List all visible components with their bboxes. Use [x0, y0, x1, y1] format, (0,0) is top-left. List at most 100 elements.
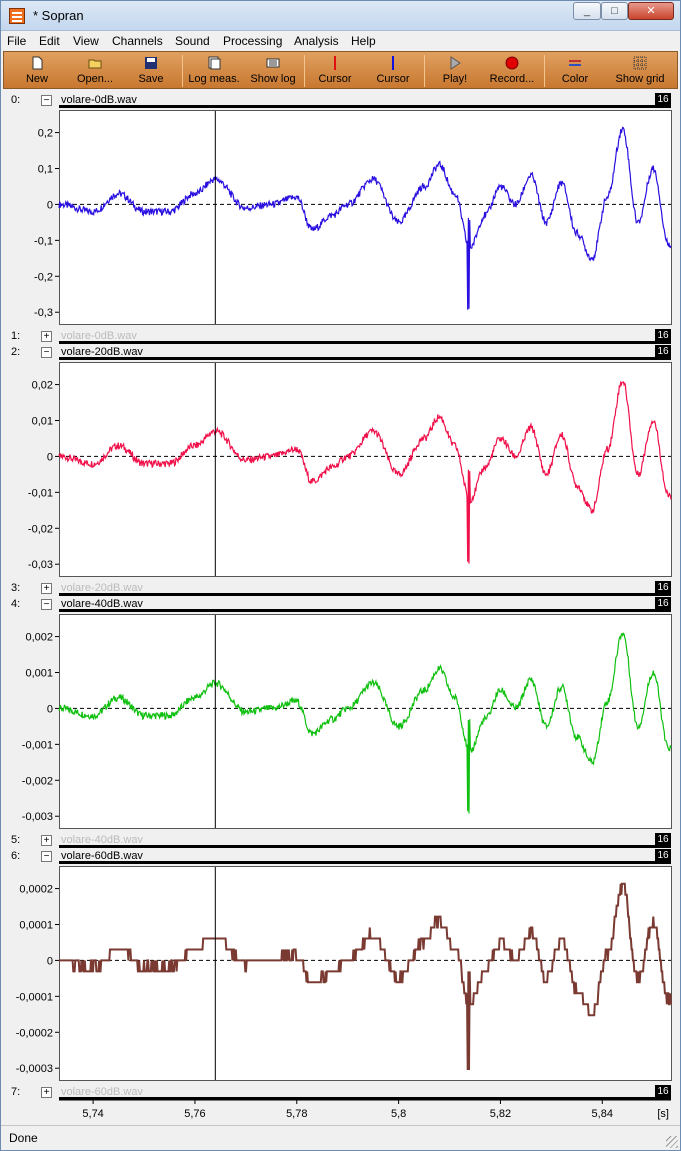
- menu-edit[interactable]: Edit: [39, 34, 60, 48]
- toolbar: New Open... Save Log meas. Show log Curs…: [3, 51, 678, 89]
- show-grid-button-label: Show grid: [615, 73, 665, 85]
- channel-index: 7:: [11, 1086, 21, 1098]
- channel-index: 0:: [11, 94, 21, 106]
- blue-cursor-icon: [392, 56, 394, 70]
- y-tick-label: -0,0003: [16, 1063, 53, 1075]
- channel-file-name: volare-20dB.wav: [61, 582, 143, 594]
- menu-help[interactable]: Help: [351, 34, 376, 48]
- expand-channel-button[interactable]: +: [41, 583, 52, 594]
- channel-header[interactable]: 0: − volare-0dB.wav 16: [9, 92, 673, 110]
- grid-icon: [633, 56, 647, 70]
- menu-processing[interactable]: Processing: [223, 34, 283, 48]
- channel-name-bar[interactable]: volare-60dB.wav 16: [59, 849, 671, 864]
- window-title: * Sopran: [33, 8, 84, 23]
- record-button[interactable]: Record...: [482, 54, 542, 88]
- cursor-red-button[interactable]: Cursor: [306, 54, 364, 88]
- record-button-label: Record...: [489, 73, 535, 85]
- expand-channel-button[interactable]: +: [41, 835, 52, 846]
- waveform-chart[interactable]: 0,002 0,001 0 -0,001 -0,002 -0,003: [9, 614, 673, 832]
- collapse-channel-button[interactable]: −: [41, 851, 52, 862]
- bit-depth-badge: 16: [655, 93, 671, 107]
- menu-analysis[interactable]: Analysis: [294, 34, 339, 48]
- show-log-button-label: Show log: [250, 73, 296, 85]
- waveform-chart[interactable]: 0,02 0,01 0 -0,01 -0,02 -0,03: [9, 362, 673, 580]
- channel-name-bar[interactable]: volare-0dB.wav 16: [59, 329, 671, 344]
- close-button[interactable]: ✕: [628, 2, 674, 20]
- bit-depth-badge: 16: [655, 833, 671, 847]
- red-cursor-icon: [334, 56, 336, 70]
- channel-area: 0: − volare-0dB.wav 16 0,2 0,1 0 -0,1 -0,2 -0,3 1:…: [9, 92, 673, 1123]
- color-button[interactable]: Color: [546, 54, 604, 88]
- waveform-chart[interactable]: 0,2 0,1 0 -0,1 -0,2 -0,3: [9, 110, 673, 328]
- title-bar[interactable]: * Sopran _ □ ✕: [1, 1, 680, 31]
- y-tick-label: 0: [47, 451, 53, 463]
- resize-grip[interactable]: [666, 1136, 678, 1148]
- y-tick-label: -0,03: [28, 559, 53, 571]
- cursor-blue-button[interactable]: Cursor: [364, 54, 422, 88]
- expand-channel-button[interactable]: +: [41, 1087, 52, 1098]
- maximize-button[interactable]: □: [601, 2, 628, 20]
- play-button[interactable]: Play!: [426, 54, 484, 88]
- menu-file[interactable]: File: [7, 34, 27, 48]
- open-button-label: Open...: [76, 73, 114, 85]
- y-tick-label: -0,1: [34, 235, 53, 247]
- channel-name-bar[interactable]: volare-20dB.wav 16: [59, 345, 671, 360]
- open-button[interactable]: Open...: [64, 54, 126, 88]
- waveform-plot[interactable]: 0,02 0,01 0 -0,01 -0,02 -0,03: [9, 362, 673, 580]
- show-grid-button[interactable]: Show grid: [608, 54, 672, 88]
- plot-frame: [59, 614, 672, 829]
- bit-depth-badge: 16: [655, 597, 671, 611]
- channel-file-name: volare-0dB.wav: [61, 94, 137, 106]
- keyboard-icon: [266, 58, 280, 68]
- log-meas-button[interactable]: Log meas.: [184, 54, 244, 88]
- open-folder-icon: [88, 59, 102, 69]
- channel-header[interactable]: 2: − volare-20dB.wav 16: [9, 344, 673, 362]
- y-tick-label: 0: [47, 955, 53, 967]
- y-tick-label: -0,001: [22, 739, 53, 751]
- waveform-line: [58, 126, 672, 310]
- time-axis-chart: 5,74 5,76 5,78 5,8 5,82 5,84 [s]: [59, 1099, 671, 1120]
- waveform-chart[interactable]: 0,0002 0,0001 0 -0,0001 -0,0002 -0,0003: [9, 866, 673, 1084]
- channel-header[interactable]: 5: + volare-40dB.wav 16: [9, 832, 673, 850]
- channel-header[interactable]: 3: + volare-20dB.wav 16: [9, 580, 673, 598]
- y-tick-label: 0,01: [32, 415, 53, 427]
- log-meas-button-label: Log meas.: [188, 73, 240, 85]
- channel-name-bar[interactable]: volare-40dB.wav 16: [59, 833, 671, 848]
- waveform-plot[interactable]: 0,002 0,001 0 -0,001 -0,002 -0,003: [9, 614, 673, 832]
- y-tick-label: -0,01: [28, 487, 53, 499]
- y-tick-label: -0,3: [34, 307, 53, 319]
- collapse-channel-button[interactable]: −: [41, 347, 52, 358]
- waveform-plot[interactable]: 0,0002 0,0001 0 -0,0001 -0,0002 -0,0003: [9, 866, 673, 1084]
- channel-name-bar[interactable]: volare-20dB.wav 16: [59, 581, 671, 596]
- log-measurement-icon: [208, 56, 221, 70]
- channel-name-bar[interactable]: volare-40dB.wav 16: [59, 597, 671, 612]
- y-tick-label: -0,003: [22, 811, 53, 823]
- save-button[interactable]: Save: [122, 54, 180, 88]
- waveform-plot[interactable]: 0,2 0,1 0 -0,1 -0,2 -0,3: [9, 110, 673, 328]
- channel-header[interactable]: 6: − volare-60dB.wav 16: [9, 848, 673, 866]
- waveform-line: [59, 882, 672, 1071]
- menu-view[interactable]: View: [73, 34, 99, 48]
- channel-header[interactable]: 7: + volare-60dB.wav 16: [9, 1084, 673, 1102]
- channel-file-name: volare-20dB.wav: [61, 346, 143, 358]
- expand-channel-button[interactable]: +: [41, 331, 52, 342]
- x-tick-label: 5,78: [286, 1108, 307, 1120]
- menu-channels[interactable]: Channels: [112, 34, 163, 48]
- channel-name-bar[interactable]: volare-0dB.wav 16: [59, 93, 671, 108]
- play-icon: [450, 56, 461, 70]
- menu-sound[interactable]: Sound: [175, 34, 210, 48]
- minimize-button[interactable]: _: [573, 2, 601, 20]
- y-tick-label: 0,0001: [19, 919, 53, 931]
- floppy-disk-icon: [145, 57, 157, 69]
- show-log-button[interactable]: Show log: [244, 54, 302, 88]
- collapse-channel-button[interactable]: −: [41, 599, 52, 610]
- new-button[interactable]: New: [8, 54, 66, 88]
- channel-header[interactable]: 1: + volare-0dB.wav 16: [9, 328, 673, 346]
- channel-header[interactable]: 4: − volare-40dB.wav 16: [9, 596, 673, 614]
- collapse-channel-button[interactable]: −: [41, 95, 52, 106]
- channel-index: 3:: [11, 582, 21, 594]
- save-button-label: Save: [138, 73, 164, 85]
- channel-name-bar[interactable]: volare-60dB.wav 16: [59, 1085, 671, 1100]
- channel-file-name: volare-60dB.wav: [61, 1086, 143, 1098]
- y-tick-label: 0: [47, 703, 53, 715]
